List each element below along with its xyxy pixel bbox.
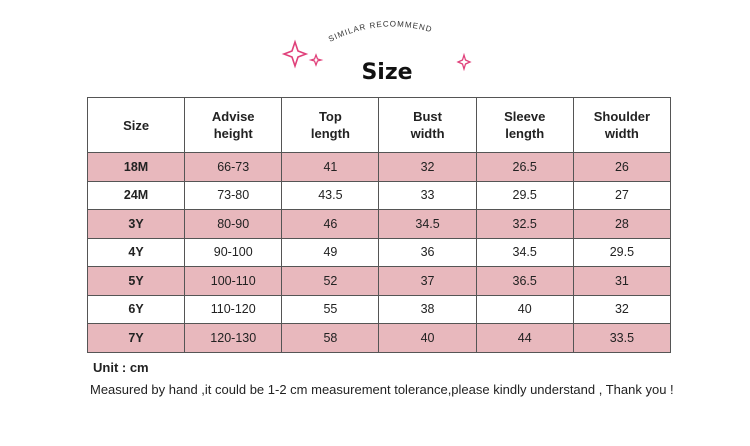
table-cell: 32.5: [475, 209, 574, 239]
table-cell: 49: [281, 237, 380, 267]
table-cell: 33.5: [572, 323, 672, 353]
table-cell: 40: [378, 323, 477, 353]
column-header: Size: [86, 97, 186, 153]
tagline-path: SIMILAR RECOMMEND: [327, 19, 432, 43]
table-cell: 52: [281, 266, 380, 296]
table-cell: 4Y: [86, 237, 186, 267]
table-cell: 44: [475, 323, 574, 353]
table-cell: 33: [378, 180, 477, 210]
table-cell: 41: [281, 152, 380, 182]
table-cell: 6Y: [86, 294, 186, 324]
table-cell: 24M: [86, 180, 186, 210]
table-cell: 32: [378, 152, 477, 182]
header-line: Bust: [413, 109, 442, 124]
table-cell: 31: [572, 266, 672, 296]
header-line: width: [604, 126, 639, 141]
table-cell: 36.5: [475, 266, 574, 296]
table-cell: 73-80: [184, 180, 283, 210]
table-cell: 34.5: [378, 209, 477, 239]
table-cell: 66-73: [184, 152, 283, 182]
header-line: Sleeve: [504, 109, 546, 124]
table-cell: 37: [378, 266, 477, 296]
table-row: 7Y 120-130 58 40 44 33.5: [86, 323, 672, 353]
table-row: 5Y 100-110 52 37 36.5 31: [86, 266, 672, 296]
table-cell: 58: [281, 323, 380, 353]
decoration: SIMILAR RECOMMEND: [281, 19, 472, 72]
tagline: SIMILAR RECOMMEND: [327, 19, 433, 43]
header-row: Size Advise height Top length Bust width Sleeve…: [86, 97, 672, 153]
table-row: 3Y 80-90 46 34.5 32.5 28: [86, 209, 672, 239]
table-cell: 80-90: [184, 209, 283, 239]
column-header: Advise height: [184, 97, 283, 153]
table-cell: 34.5: [475, 237, 574, 267]
column-header: Shoulder width: [572, 97, 672, 153]
table-cell: 40: [475, 294, 574, 324]
header-line: height: [213, 126, 253, 141]
table-cell: 55: [281, 294, 380, 324]
header-line: Size: [123, 117, 150, 133]
table-cell: 46: [281, 209, 380, 239]
column-header: Top length: [281, 97, 380, 153]
table-cell: 90-100: [184, 237, 283, 267]
table-cell: 18M: [86, 152, 186, 182]
table-cell: 120-130: [184, 323, 283, 353]
title: Size: [361, 60, 413, 85]
table-row: 6Y 110-120 55 38 40 32: [86, 294, 672, 324]
table-cell: 110-120: [184, 294, 283, 324]
table-cell: 26.5: [475, 152, 574, 182]
header-line: length: [505, 126, 545, 141]
header-line: Top: [318, 109, 342, 124]
table-cell: 26: [572, 152, 672, 182]
column-header: Sleeve length: [475, 97, 574, 153]
table-cell: 29.5: [572, 237, 672, 267]
sparkle: [281, 39, 309, 69]
sparkle: [456, 52, 472, 72]
table-cell: 27: [572, 180, 672, 210]
table-cell: 5Y: [86, 266, 186, 296]
header-line: Advise: [211, 109, 255, 124]
table-row: 4Y 90-100 49 36 34.5 29.5: [86, 237, 672, 267]
tolerance-note: Measured by hand ,it could be 1-2 cm mea…: [90, 382, 674, 397]
table-cell: 32: [572, 294, 672, 324]
table-cell: 29.5: [475, 180, 574, 210]
table-cell: 3Y: [86, 209, 186, 239]
size-table: Size Advise height Top length Bust width Sleeve…: [86, 97, 672, 353]
table-cell: 43.5: [281, 180, 380, 210]
table-cell: 7Y: [86, 323, 186, 353]
unit-note: Unit : cm: [93, 360, 149, 375]
header-line: width: [410, 126, 445, 141]
header-line: length: [310, 126, 350, 141]
table-cell: 36: [378, 237, 477, 267]
table-cell: 100-110: [184, 266, 283, 296]
sparkle: [308, 53, 324, 67]
header-line: Shoulder: [593, 109, 651, 124]
table-row: 18M 66-73 41 32 26.5 26: [86, 152, 672, 182]
table-cell: 28: [572, 209, 672, 239]
column-header: Bust width: [378, 97, 477, 153]
table-cell: 38: [378, 294, 477, 324]
table-row: 24M 73-80 43.5 33 29.5 27: [86, 180, 672, 210]
